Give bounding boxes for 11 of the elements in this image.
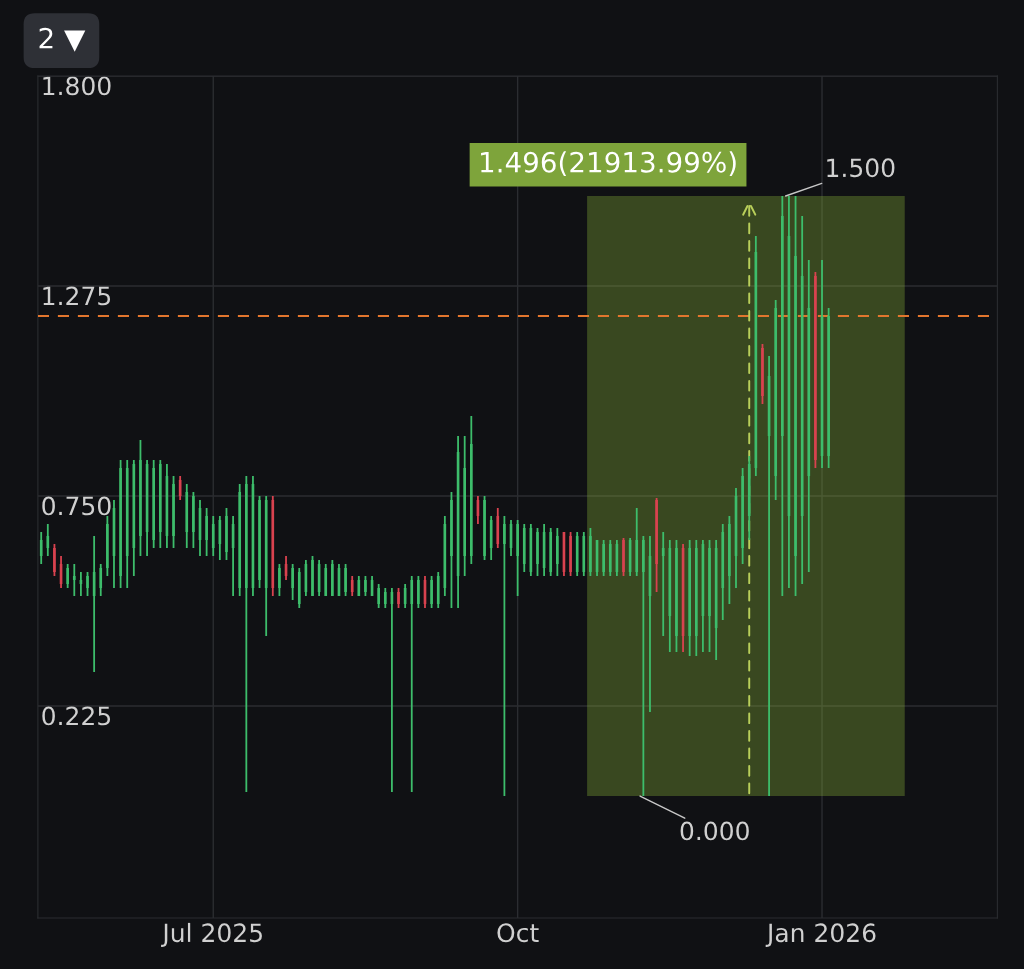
- y-tick-label: 0.750: [42, 496, 111, 516]
- x-tick-label: Jan 2026: [765, 923, 876, 947]
- annotation: 1.496(21913.99%): [481, 151, 736, 177]
- y-tick-label: 0.225: [42, 706, 111, 726]
- text: 2 ▼: [39, 27, 86, 52]
- x-tick-label: Jul 2025: [161, 922, 262, 947]
- annotation: 1.500: [827, 158, 895, 178]
- y-tick-label: 1.800: [43, 76, 111, 96]
- annotation: 0.000: [680, 821, 749, 841]
- x-tick-label: Oct: [497, 923, 539, 943]
- y-tick-label: 1.275: [43, 286, 111, 306]
